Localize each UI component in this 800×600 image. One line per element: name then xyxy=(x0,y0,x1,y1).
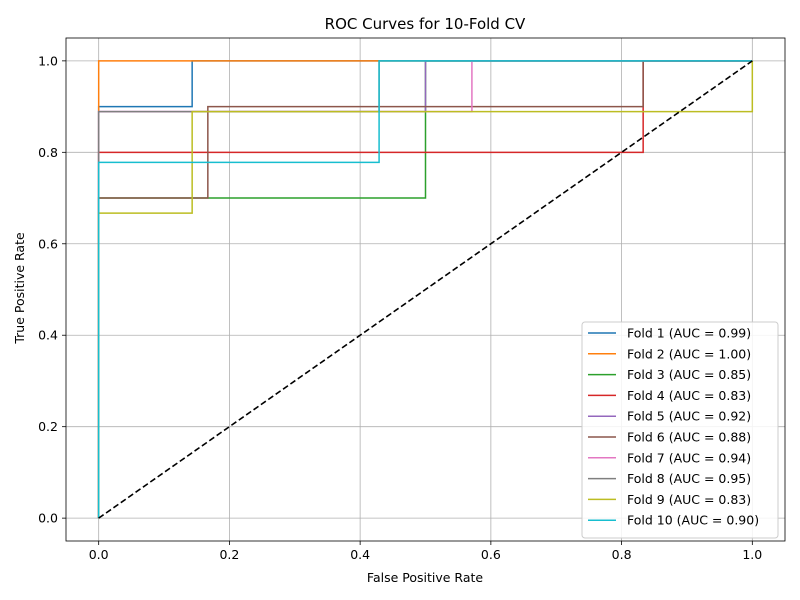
chart-title: ROC Curves for 10-Fold CV xyxy=(325,15,526,33)
y-tick-label: 0.6 xyxy=(38,236,58,251)
y-tick-label: 0.8 xyxy=(38,145,58,160)
legend-label-fold-9: Fold 9 (AUC = 0.83) xyxy=(627,492,751,507)
legend-label-fold-5: Fold 5 (AUC = 0.92) xyxy=(627,409,751,424)
legend: Fold 1 (AUC = 0.99) Fold 2 (AUC = 1.00) Fo… xyxy=(581,321,779,539)
x-tick-label: 0.8 xyxy=(612,547,632,562)
y-tick-label: 0.4 xyxy=(38,328,58,343)
legend-label-fold-8: Fold 8 (AUC = 0.95) xyxy=(627,471,751,486)
legend-label-fold-2: Fold 2 (AUC = 1.00) xyxy=(627,346,751,361)
legend-label-fold-3: Fold 3 (AUC = 0.85) xyxy=(627,367,751,382)
x-tick-label: 0.2 xyxy=(219,547,239,562)
legend-label-fold-6: Fold 6 (AUC = 0.88) xyxy=(627,430,751,445)
plot-area: 0.0 0.2 0.4 0.6 0.8 1.0 0.0 0.2 0.4 0.6 0.8 1.0 xyxy=(38,37,786,562)
x-tick-label: 0.0 xyxy=(89,547,109,562)
x-tick-label: 1.0 xyxy=(742,547,762,562)
legend-label-fold-4: Fold 4 (AUC = 0.83) xyxy=(627,388,751,403)
legend-label-fold-10: Fold 10 (AUC = 0.90) xyxy=(627,513,759,528)
legend-box xyxy=(581,321,779,539)
x-axis-label: False Positive Rate xyxy=(367,570,483,585)
y-tick-label: 0.2 xyxy=(38,419,58,434)
y-axis-label: True Positive Rate xyxy=(12,232,27,345)
y-tick-label: 0.0 xyxy=(38,511,58,526)
legend-label-fold-1: Fold 1 (AUC = 0.99) xyxy=(627,326,751,341)
x-tick-label: 0.4 xyxy=(350,547,370,562)
y-tick-label: 1.0 xyxy=(38,53,58,68)
legend-label-fold-7: Fold 7 (AUC = 0.94) xyxy=(627,450,751,465)
roc-line-fold-10 xyxy=(97,60,753,519)
chance-diagonal-line xyxy=(98,60,753,519)
axes-frame xyxy=(65,37,786,542)
x-tick-label: 0.6 xyxy=(481,547,501,562)
